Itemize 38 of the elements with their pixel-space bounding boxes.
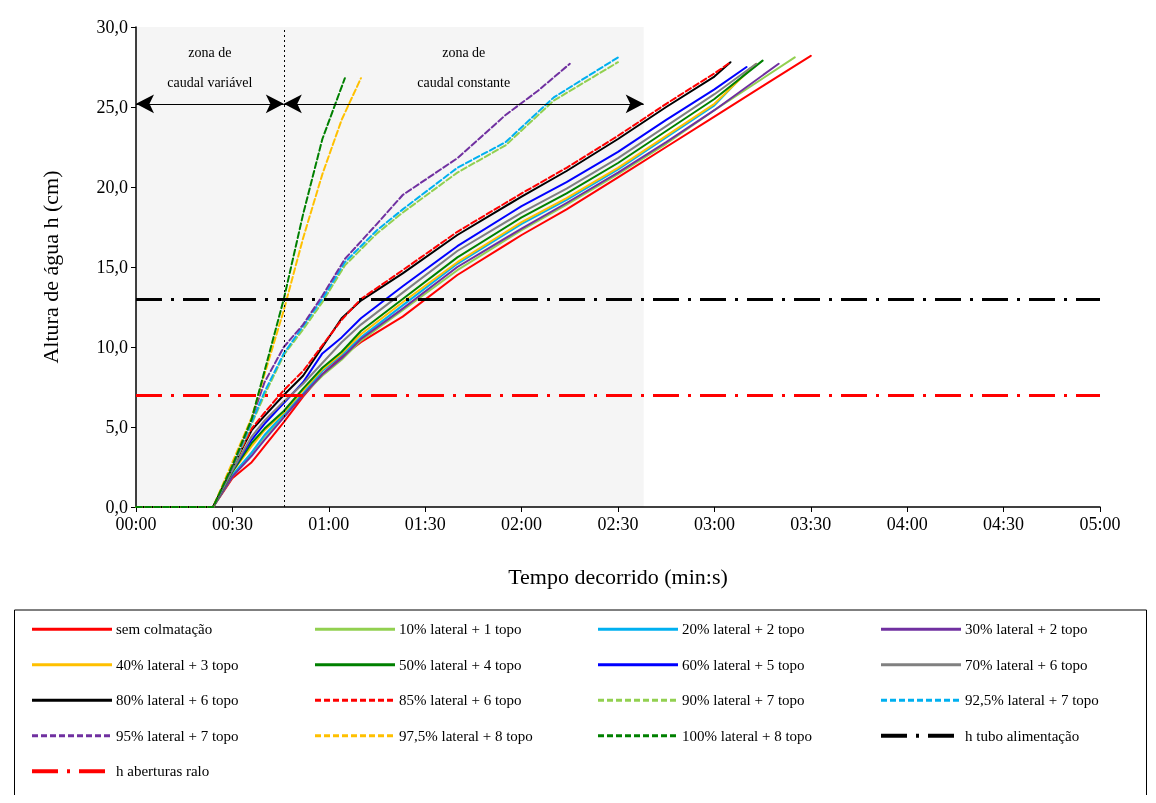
- y-tick-label: 20,0: [96, 177, 128, 197]
- legend-label: 70% lateral + 6 topo: [965, 656, 1088, 673]
- x-tick-label: 03:30: [790, 514, 832, 534]
- x-tick-label: 00:30: [211, 514, 253, 534]
- legend-label: 80% lateral + 6 topo: [116, 692, 239, 709]
- x-tick-label: 02:30: [597, 514, 639, 534]
- y-tick-label: 10,0: [96, 337, 128, 357]
- x-tick-label: 04:30: [983, 514, 1025, 534]
- x-axis-title: Tempo decorrido (min:s): [508, 563, 728, 589]
- y-tick-label: 5,0: [105, 417, 128, 437]
- legend-label: 90% lateral + 7 topo: [682, 692, 805, 709]
- band-label: zona de caudal constante: [417, 45, 511, 91]
- x-tick-label: 04:00: [886, 514, 928, 534]
- y-axis-title: Altura de água h (cm): [37, 170, 63, 364]
- x-tick-label: 02:00: [501, 514, 543, 534]
- x-tick-label: 01:30: [404, 514, 446, 534]
- x-tick-label: 05:00: [1079, 514, 1121, 534]
- legend-label: 60% lateral + 5 topo: [682, 656, 805, 673]
- band-label: zona de caudal variável: [167, 45, 253, 91]
- legend-label: 85% lateral + 6 topo: [399, 692, 522, 709]
- y-tick-label: 15,0: [96, 257, 128, 277]
- legend-label: h aberturas ralo: [116, 763, 210, 780]
- legend-label: 100% lateral + 8 topo: [682, 727, 813, 744]
- legend-label: 30% lateral + 2 topo: [965, 621, 1088, 638]
- y-tick-label: 0,0: [105, 497, 128, 517]
- y-tick-label: 25,0: [96, 97, 128, 117]
- legend-label: h tubo alimentação: [965, 727, 1080, 744]
- y-tick-label: 30,0: [96, 17, 128, 37]
- legend-label: 50% lateral + 4 topo: [399, 656, 522, 673]
- legend-label: 20% lateral + 2 topo: [682, 621, 805, 638]
- x-tick-label: 03:00: [693, 514, 735, 534]
- x-tick-label: 01:00: [308, 514, 350, 534]
- legend-label: 95% lateral + 7 topo: [116, 727, 239, 744]
- legend-label: 10% lateral + 1 topo: [399, 621, 522, 638]
- legend-label: 40% lateral + 3 topo: [116, 656, 239, 673]
- legend-label: sem colmatação: [116, 621, 213, 638]
- legend-label: 97,5% lateral + 8 topo: [399, 727, 533, 744]
- legend-label: 92,5% lateral + 7 topo: [965, 692, 1099, 709]
